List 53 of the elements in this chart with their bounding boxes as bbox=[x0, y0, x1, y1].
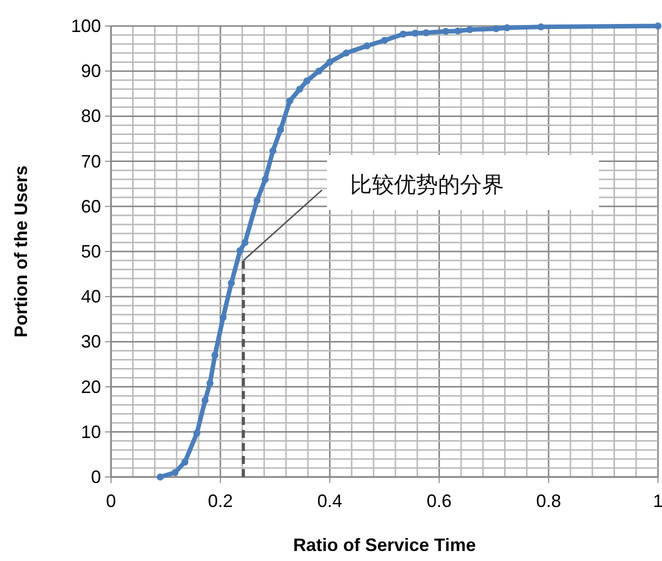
point bbox=[172, 468, 178, 476]
x-tick-label: 0.6 bbox=[426, 491, 452, 511]
point bbox=[236, 247, 244, 254]
x-tick-label: 1 bbox=[652, 491, 662, 511]
point bbox=[454, 27, 462, 34]
y-tick-label: 30 bbox=[80, 332, 101, 352]
annotation: 比较优势的分界 bbox=[350, 172, 504, 197]
point bbox=[504, 24, 511, 32]
y-tick-label: 70 bbox=[80, 151, 101, 172]
point bbox=[156, 474, 164, 480]
point bbox=[400, 30, 407, 38]
point bbox=[220, 314, 227, 321]
point bbox=[242, 238, 249, 246]
x-axis-title: Ratio of Service Time bbox=[293, 535, 476, 555]
y-tick-label: 60 bbox=[80, 196, 101, 216]
point bbox=[537, 23, 544, 30]
point bbox=[381, 36, 388, 44]
x-tick-label: 0.2 bbox=[208, 491, 233, 511]
y-tick-label: 50 bbox=[80, 242, 101, 262]
point bbox=[277, 126, 284, 134]
point bbox=[342, 50, 350, 57]
point bbox=[269, 147, 276, 154]
x-tick-label: 0.8 bbox=[536, 491, 562, 511]
y-tick-label: 0 bbox=[90, 467, 101, 487]
point bbox=[193, 430, 200, 437]
y-tick-label: 40 bbox=[80, 286, 101, 307]
point bbox=[228, 280, 235, 287]
y-tick-label: 80 bbox=[80, 106, 101, 126]
y-tick-label: 90 bbox=[80, 61, 101, 82]
y-axis-title: Portion of the Users bbox=[11, 165, 31, 338]
point bbox=[181, 458, 188, 466]
point bbox=[363, 42, 370, 50]
point bbox=[422, 29, 430, 36]
point bbox=[296, 86, 304, 93]
point bbox=[303, 78, 310, 85]
point bbox=[442, 28, 450, 35]
y-tick-label: 100 bbox=[70, 16, 101, 36]
y-tick-label: 20 bbox=[80, 376, 101, 397]
point bbox=[286, 97, 294, 104]
point bbox=[254, 197, 261, 204]
point bbox=[654, 22, 662, 30]
y-tick-label: 10 bbox=[80, 422, 101, 442]
point bbox=[326, 58, 334, 66]
point bbox=[262, 176, 269, 183]
point bbox=[466, 26, 474, 34]
point bbox=[492, 25, 500, 32]
x-tick-label: 0 bbox=[106, 491, 116, 511]
point bbox=[206, 380, 214, 387]
point bbox=[211, 352, 218, 359]
point bbox=[412, 30, 419, 37]
point bbox=[315, 68, 322, 75]
x-tick-label: 0.4 bbox=[317, 491, 342, 511]
point bbox=[202, 396, 209, 404]
